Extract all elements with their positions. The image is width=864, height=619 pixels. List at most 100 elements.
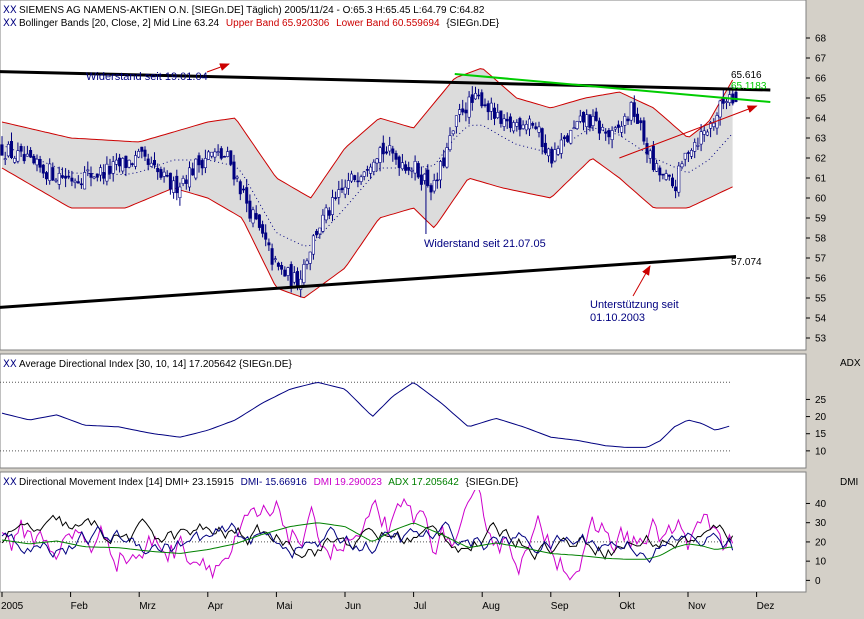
candle-body xyxy=(235,176,239,179)
candle-body xyxy=(435,179,439,182)
candle-body xyxy=(419,174,423,185)
candle-body xyxy=(153,160,157,166)
x-tick-label: 2005 xyxy=(1,601,24,612)
resistance-trendline-2004 xyxy=(0,70,771,92)
candle-body xyxy=(410,169,414,172)
price-y-tick-label: 66 xyxy=(815,74,827,85)
candle-body xyxy=(391,148,395,154)
price-y-tick-label: 57 xyxy=(815,254,827,265)
adx-panel xyxy=(0,353,807,469)
candle-body xyxy=(655,163,659,172)
candle-body xyxy=(245,187,249,204)
candle-body xyxy=(216,151,220,153)
x-tick-label: Mai xyxy=(276,601,292,612)
dmi-adx-line xyxy=(1,522,733,560)
annotation-resistance-2005: Widerstand seit 21.07.05 xyxy=(424,238,546,250)
x-tick-label: Sep xyxy=(551,601,569,612)
adx-y-tick-label: 15 xyxy=(815,429,827,440)
adx-y-tick-label: 10 xyxy=(815,446,827,457)
candle-body xyxy=(38,159,42,168)
candle-body xyxy=(105,163,109,182)
candle-body xyxy=(658,167,662,176)
candle-body xyxy=(413,161,417,174)
price-y-tick-label: 63 xyxy=(815,134,827,145)
candle-body xyxy=(384,151,388,154)
candle-body xyxy=(162,171,166,177)
candle-body xyxy=(140,146,144,152)
candle-body xyxy=(489,102,493,112)
candle-body xyxy=(172,180,176,193)
adx-line xyxy=(1,381,730,448)
candle-body xyxy=(67,175,71,178)
dmi-y-axis: 0 10 20 30 40 xyxy=(806,499,827,587)
price-y-tick-label: 59 xyxy=(815,214,827,225)
candle-body xyxy=(508,116,512,129)
candle-body xyxy=(156,168,160,173)
candle-body xyxy=(661,173,665,176)
x-tick-label: Aug xyxy=(482,601,500,612)
x-tick-label: Apr xyxy=(208,601,224,612)
x-tick-label: Dez xyxy=(757,601,775,612)
candle-body xyxy=(667,174,671,177)
candle-body xyxy=(683,152,687,160)
candle-body xyxy=(594,111,598,121)
dmi-panel xyxy=(0,471,807,593)
candle-body xyxy=(264,232,268,240)
chart-icon-3: ⅩⅩ xyxy=(3,359,17,370)
dmi-plus-line xyxy=(1,514,734,561)
candle-body xyxy=(670,177,674,187)
candle-body xyxy=(146,158,150,165)
price-y-tick-label: 55 xyxy=(815,294,827,305)
chart-icon-2: ⅩⅩ xyxy=(3,18,17,29)
candle-body xyxy=(92,176,96,179)
candle-body xyxy=(486,103,490,113)
dmi-y-tick-label: 0 xyxy=(815,576,821,587)
candle-body xyxy=(432,180,436,192)
dmi-minus-line xyxy=(1,521,734,564)
candle-body xyxy=(32,155,36,164)
candle-body xyxy=(200,160,204,169)
candle-body xyxy=(613,127,617,130)
candle-body xyxy=(19,146,23,152)
candle-body xyxy=(356,180,360,183)
x-tick-label: Jun xyxy=(345,601,361,612)
candle-body xyxy=(292,272,296,283)
candle-body xyxy=(448,135,452,151)
candle-body xyxy=(324,207,328,221)
price-y-axis: 53 54 55 56 57 58 59 60 61 62 63 64 65 66 67 68 xyxy=(806,34,827,345)
bollinger-upper-band xyxy=(1,68,734,199)
candle-body xyxy=(286,267,290,276)
price-plot xyxy=(0,63,771,309)
x-tick-label: Nov xyxy=(688,601,706,612)
candle-body xyxy=(718,100,722,118)
candle-body xyxy=(438,161,442,181)
candle-body xyxy=(210,151,214,157)
candle-body xyxy=(159,169,163,178)
candle-body xyxy=(483,104,487,106)
candle-body xyxy=(302,264,306,283)
candle-body xyxy=(689,150,693,157)
x-tick-label: Okt xyxy=(619,601,635,612)
candle-body xyxy=(127,159,131,168)
candle-body xyxy=(315,230,319,236)
candle-body xyxy=(267,242,271,246)
dmi-y-tick-label: 30 xyxy=(815,518,827,529)
price-y-tick-label: 53 xyxy=(815,334,827,345)
candle-body xyxy=(635,113,639,124)
candle-body xyxy=(585,114,589,127)
candle-body xyxy=(48,163,52,181)
price-y-tick-label: 64 xyxy=(815,114,827,125)
candle-body xyxy=(181,178,185,184)
price-y-tick-label: 54 xyxy=(815,314,827,325)
candle-body xyxy=(591,116,595,127)
price-panel-title: SIEMENS AG NAMENS-AKTIEN O.N. [SIEGn.DE]… xyxy=(19,5,485,16)
dmi-y-tick-label: 10 xyxy=(815,557,827,568)
candle-body xyxy=(515,122,519,127)
candle-body xyxy=(581,111,585,123)
candle-body xyxy=(499,110,503,124)
candle-body xyxy=(423,173,427,181)
candle-body xyxy=(111,161,115,174)
candle-body xyxy=(353,175,357,180)
dmi-y-tick-label: 20 xyxy=(815,537,827,548)
